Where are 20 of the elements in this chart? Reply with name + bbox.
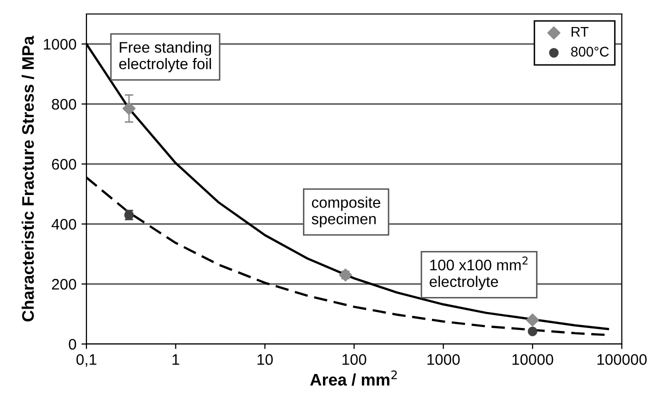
x-axis-title: Area / mm$^{2}$ bbox=[310, 370, 397, 386]
y-tick-label: 0 bbox=[68, 338, 76, 350]
y-tick-label: 1000 bbox=[44, 38, 76, 50]
legend-label: 800°C bbox=[571, 46, 609, 57]
x-tick-label: 1000 bbox=[428, 354, 460, 365]
annotation: composite specimen bbox=[312, 196, 380, 228]
y-tick-label: 800 bbox=[52, 98, 76, 110]
x-tick-label: 10 bbox=[258, 354, 273, 365]
x-tick-label: 10000 bbox=[512, 354, 554, 365]
y-tick-label: 600 bbox=[52, 158, 76, 170]
x-tick-label: 0,1 bbox=[76, 354, 96, 367]
y-tick-label: 400 bbox=[52, 218, 76, 230]
y-tick-label: 200 bbox=[52, 278, 76, 290]
text: 100 x100 mm$^{2}$ electrolyte bbox=[430, 256, 528, 290]
legend-label: RT bbox=[572, 27, 588, 37]
annotation: Free standing electrolyte foil bbox=[119, 42, 212, 72]
x-tick-label: 100000 bbox=[597, 354, 647, 365]
x-tick-label: 1 bbox=[172, 354, 180, 365]
x-tick-label: 100 bbox=[342, 354, 366, 365]
y-axis-title: Characteristic Fracture Stress / MPa bbox=[22, 36, 34, 322]
